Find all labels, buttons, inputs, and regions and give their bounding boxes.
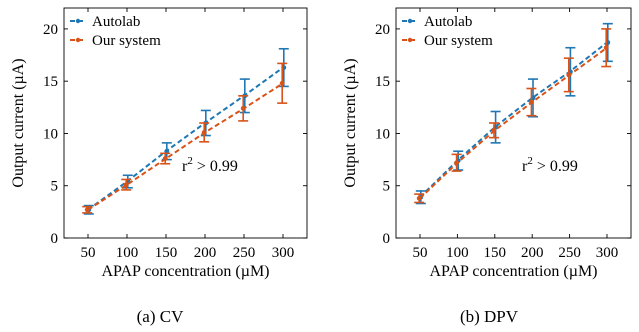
data-point [491,127,497,133]
y-axis-label: Output current (µA) [342,58,359,187]
annotation-rest: > 0.99 [193,158,238,175]
x-tick-label: 100 [446,245,469,261]
chart-panel-dpv: 0 5 10 15 20 50 100 150 200 250 300 APAP concentrat… [342,7,632,326]
legend-marker [75,18,81,24]
x-tick-label: 50 [413,245,428,261]
panel-caption: (b) DPV [460,307,519,326]
legend-label: Autolab [92,14,140,30]
y-tick-label: 15 [375,74,390,90]
legend: Autolab Our system [402,14,493,49]
annotation-superscript: 2 [187,155,193,167]
x-tick-label: 150 [155,245,178,261]
legend-label: Autolab [424,14,472,30]
series-autolab [415,22,613,205]
y-tick-label: 15 [43,74,58,90]
x-tick-label: 300 [272,245,295,261]
y-tick-label: 20 [43,22,58,38]
data-point [416,195,422,201]
x-tick-label: 250 [233,245,256,261]
x-axis-label: APAP concentration (µM) [429,263,597,280]
y-tick-label: 0 [383,231,391,247]
y-axis-label: Output current (µA) [10,58,27,187]
x-axis-label: APAP concentration (µM) [101,263,269,280]
y-tick-label: 0 [51,231,59,247]
annotation-base: r [182,158,188,175]
series-our-system [82,62,288,214]
data-point [566,72,572,78]
series-line [87,82,284,211]
y-tick-label: 5 [51,179,59,195]
data-point [162,156,168,161]
y-tick-label: 20 [375,22,390,38]
series-line [87,66,284,211]
legend-marker [407,18,413,24]
annotation-superscript: 2 [527,155,533,167]
r-squared-annotation: r2 > 0.99 [182,155,238,175]
panel-caption: (a) CV [137,307,184,326]
data-point [84,207,90,213]
legend-label: Our system [424,33,493,49]
data-point [164,148,170,154]
y-tick-label: 10 [375,126,390,142]
plot-frame [395,7,632,239]
x-tick-label: 300 [596,245,619,261]
data-point [123,182,129,188]
plot-frame [63,7,308,239]
annotation-base: r [522,158,528,175]
legend-label: Our system [92,33,161,49]
data-point [529,99,534,105]
x-tick-label: 100 [116,245,139,261]
series-line [419,41,608,198]
x-tick-label: 50 [81,245,96,261]
y-tick-label: 10 [43,126,58,142]
series-our-system [414,28,612,204]
data-point [603,45,609,51]
x-tick-label: 200 [521,245,544,261]
data-point [201,130,207,135]
legend-marker [75,37,81,43]
y-tick-label: 5 [383,179,391,195]
legend-marker [407,37,413,43]
data-point [279,80,285,86]
series-line [419,46,608,199]
x-tick-label: 150 [484,245,507,261]
data-point [454,160,459,166]
r-squared-annotation: r2 > 0.99 [522,155,578,175]
annotation-rest: > 0.99 [533,158,578,175]
series-autolab [83,47,289,215]
x-tick-label: 250 [558,245,581,261]
data-point [240,105,246,111]
x-tick-label: 200 [194,245,217,261]
legend: Autolab Our system [70,14,161,49]
